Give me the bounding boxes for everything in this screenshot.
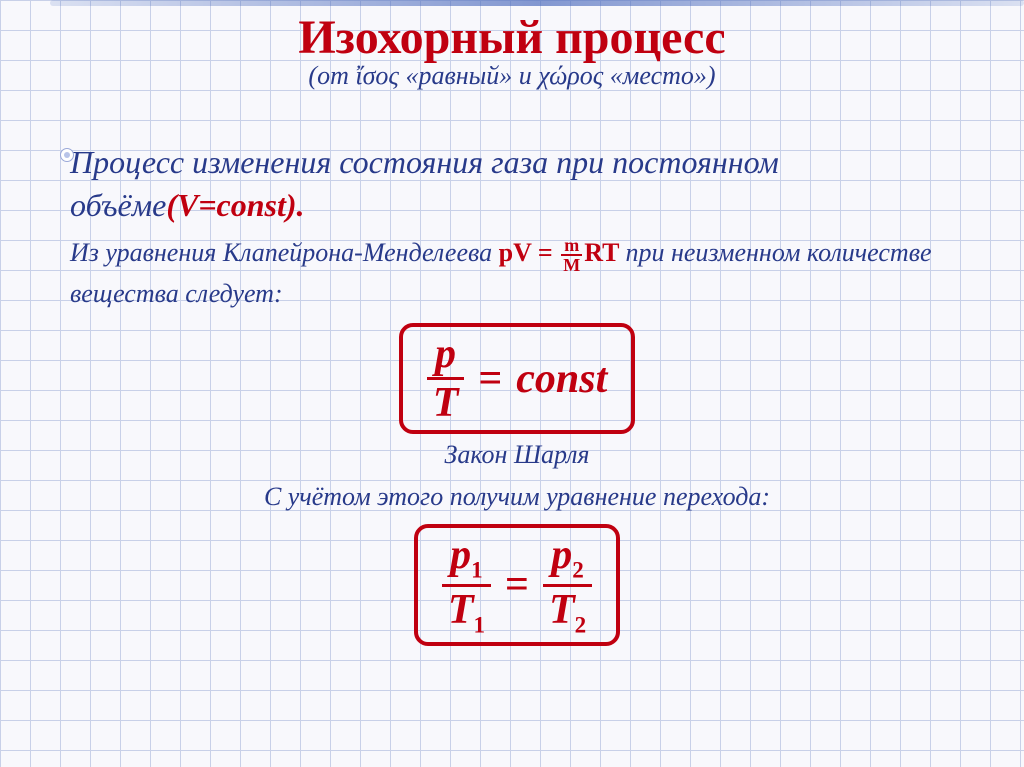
transition-text: С учётом этого получим уравнение переход… — [70, 482, 964, 512]
formula1-eq: = — [478, 355, 502, 403]
frac-num: m — [561, 236, 582, 256]
etymology: (от ἴσος «равный» и χώρος «место») — [0, 61, 1024, 91]
formula1-frac: p T — [427, 333, 465, 424]
eq-lhs: pV — [499, 238, 532, 267]
formula1-den: T — [427, 377, 465, 424]
definition: Процесс изменения состояния газа при пос… — [70, 141, 964, 227]
lead-sentence: Из уравнения Клапейрона-Менделеева pV = … — [70, 233, 964, 313]
formula2-lden: T1 — [442, 584, 491, 636]
formula2-box: p1 T1 = p2 T2 — [414, 524, 620, 646]
formula1-num: p — [429, 333, 462, 377]
clapeyron-equation: pV = mMRT — [499, 238, 626, 267]
formula2-rnum: p2 — [545, 534, 590, 583]
eq-rhs: RT — [584, 238, 619, 267]
lead-part1: Из уравнения Клапейрона-Менделеева — [70, 238, 499, 267]
frac-den: M — [561, 256, 582, 274]
eq-fraction: mM — [561, 236, 582, 274]
formula1: p T = const — [427, 333, 608, 424]
formula2-left: p1 T1 — [442, 534, 491, 636]
v-const: (V=const). — [166, 187, 304, 223]
content: Процесс изменения состояния газа при пос… — [70, 141, 964, 656]
page-title: Изохорный процесс — [0, 10, 1024, 65]
formula1-box: p T = const — [399, 323, 636, 434]
formula1-wrap: p T = const Закон Шарля С учётом этого п… — [70, 313, 964, 656]
bullet-marker — [60, 148, 74, 162]
formula2-lnum: p1 — [444, 534, 489, 583]
eq-equals: = — [531, 238, 559, 267]
formula2-rden: T2 — [543, 584, 592, 636]
formula2-right: p2 T2 — [543, 534, 592, 636]
formula2-eq: = — [505, 561, 529, 609]
law-name: Закон Шарля — [70, 440, 964, 470]
formula2: p1 T1 = p2 T2 — [442, 534, 592, 636]
title-block: Изохорный процесс (от ἴσος «равный» и χώ… — [0, 0, 1024, 91]
formula1-rhs: const — [516, 355, 607, 403]
top-rule — [50, 0, 1024, 6]
